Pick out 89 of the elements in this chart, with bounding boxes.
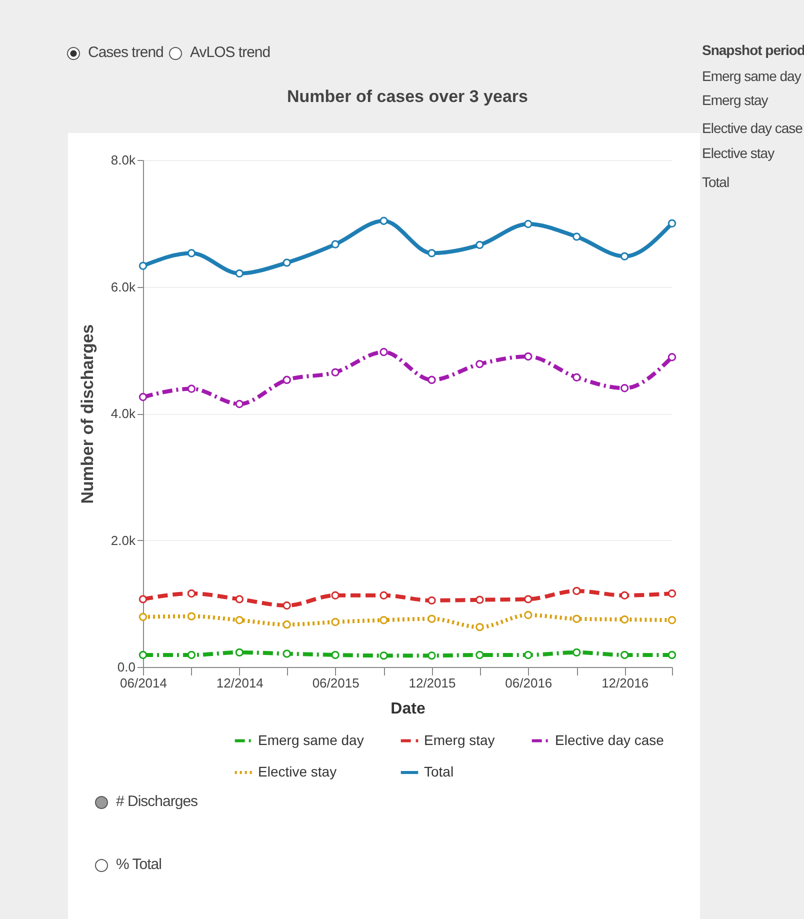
point (331, 240, 340, 248)
point (428, 376, 436, 384)
x-tick-label: 12/2015 (408, 676, 456, 690)
point (331, 650, 340, 660)
point (572, 586, 581, 596)
text: Emerg stay (702, 92, 768, 108)
point (524, 352, 532, 361)
point (572, 648, 581, 657)
text: % Total (116, 856, 162, 873)
point (668, 219, 676, 228)
point (428, 651, 436, 660)
point (235, 595, 244, 604)
point (331, 618, 340, 626)
point (282, 650, 291, 658)
x-tick-label: 12/2014 (216, 676, 264, 690)
point (235, 648, 244, 657)
point (187, 384, 196, 393)
y-axis-title: Number of discharges (78, 324, 97, 504)
point (572, 614, 581, 623)
point (476, 360, 484, 368)
legend-label: Elective day case (555, 732, 664, 748)
point (187, 612, 196, 620)
text: Elective day case (702, 120, 802, 136)
point (380, 348, 388, 356)
x-tick-label: 12/2016 (602, 676, 649, 690)
point (282, 376, 291, 384)
point (282, 258, 291, 267)
legend-label: Emerg stay (424, 732, 495, 748)
point (380, 651, 388, 660)
text: AvLOS trend (190, 44, 270, 61)
point (380, 216, 388, 225)
point (668, 353, 676, 362)
text: Snapshot period (702, 42, 804, 58)
point (524, 610, 532, 620)
point (620, 384, 629, 392)
point (380, 616, 388, 624)
point (620, 252, 629, 260)
point (476, 622, 484, 632)
point (476, 240, 484, 250)
point (380, 591, 388, 600)
point (620, 591, 629, 600)
chart-title: Number of cases over 3 years (287, 87, 528, 106)
y-tick-label: 6.0k (110, 279, 136, 294)
point (138, 392, 148, 402)
point (282, 601, 291, 610)
point (428, 614, 436, 623)
point (620, 615, 629, 624)
point (235, 269, 244, 278)
legend-label: Emerg same day (258, 732, 364, 748)
text: Emerg same day (702, 68, 801, 84)
point (187, 249, 196, 258)
point (668, 589, 676, 598)
point (187, 589, 196, 598)
text: Elective stay (702, 145, 774, 161)
point (138, 595, 148, 604)
text: Total (702, 174, 730, 190)
legend-label: Total (424, 764, 454, 780)
point (524, 595, 532, 604)
point (331, 368, 340, 376)
point (187, 650, 196, 660)
point (572, 232, 581, 241)
y-tick-label: 4.0k (110, 406, 136, 421)
x-axis-title: Date (390, 700, 426, 718)
point (476, 596, 484, 604)
legend-label: Elective stay (258, 764, 337, 780)
point (138, 262, 148, 270)
point (428, 249, 436, 258)
point (668, 650, 676, 660)
point (572, 373, 581, 382)
y-tick-label: 2.0k (110, 532, 136, 548)
y-tick-label: 8.0k (110, 152, 136, 168)
point (331, 591, 340, 600)
point (138, 612, 148, 622)
text: # Discharges (116, 793, 198, 810)
text: Cases trend (88, 44, 164, 61)
point (235, 616, 244, 624)
point (524, 650, 532, 660)
point (282, 620, 291, 629)
x-tick-label: 06/2015 (312, 676, 360, 690)
point (138, 650, 148, 660)
x-tick-label: 06/2016 (505, 676, 552, 690)
y-tick-label: 0.0 (117, 660, 136, 674)
point (428, 596, 436, 605)
x-tick-label: 06/2014 (120, 676, 167, 690)
point (668, 616, 676, 624)
point (235, 400, 244, 408)
point (620, 650, 629, 660)
point (524, 220, 532, 228)
point (476, 650, 484, 660)
